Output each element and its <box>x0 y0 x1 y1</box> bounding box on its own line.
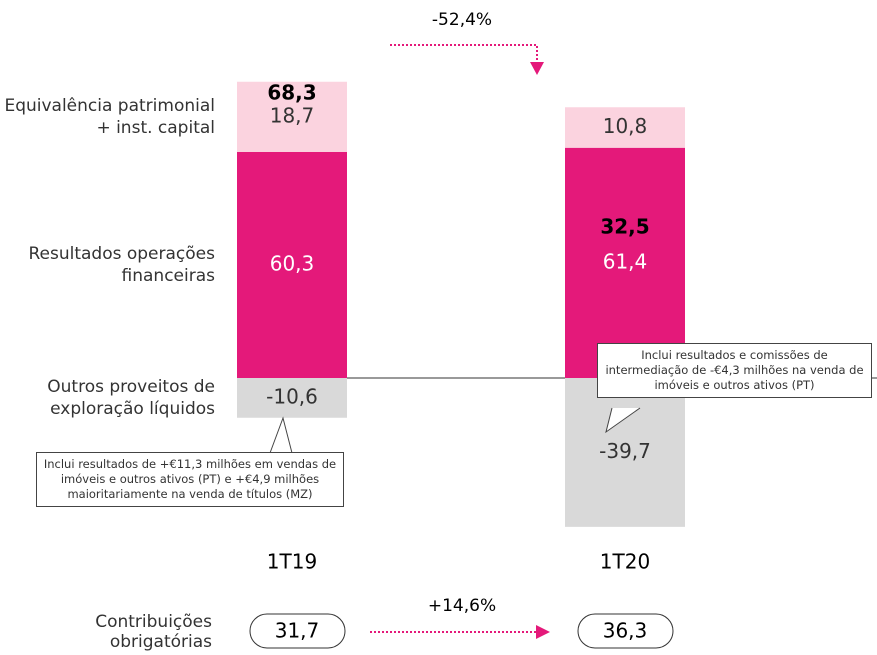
bar-segment <box>565 147 685 378</box>
contribution-name: Contribuições obrigatórias <box>95 612 212 652</box>
total-label: 68,3 <box>267 80 316 104</box>
callout-pointer <box>605 407 641 434</box>
callout: Inclui resultados e comissões de interme… <box>597 343 872 398</box>
change-label: +14,6% <box>428 596 496 616</box>
series-label: Equivalência patrimonial + inst. capital <box>4 95 215 138</box>
value-label: -10,6 <box>266 384 318 408</box>
arrow-head <box>530 62 544 75</box>
value-label: 10,8 <box>603 114 648 138</box>
value-label: -39,7 <box>599 439 651 463</box>
change-label: -52,4% <box>432 10 492 30</box>
total-label: 32,5 <box>600 215 649 239</box>
value-label: 61,4 <box>603 249 648 273</box>
bar-segment <box>237 378 347 418</box>
contribution-value: 31,7 <box>275 619 320 643</box>
bar-segment <box>565 107 685 148</box>
value-label: 60,3 <box>270 251 315 275</box>
arrow-head <box>536 625 550 639</box>
category-label: 1T19 <box>267 550 317 574</box>
pill <box>577 613 674 649</box>
bar-segment <box>237 151 347 378</box>
callout: Inclui resultados de +€11,3 milhões em v… <box>36 452 344 507</box>
pill <box>249 613 346 649</box>
contribution-value: 36,3 <box>603 619 648 643</box>
value-label: 18,7 <box>270 103 315 127</box>
arrow <box>390 44 538 64</box>
callout-pointer <box>269 416 293 454</box>
bar-segment <box>565 378 685 527</box>
bar-segment <box>237 81 347 152</box>
series-label: Outros proveitos de exploração líquidos <box>47 376 215 419</box>
category-label: 1T20 <box>600 550 650 574</box>
series-label: Resultados operações financeiras <box>28 243 215 286</box>
